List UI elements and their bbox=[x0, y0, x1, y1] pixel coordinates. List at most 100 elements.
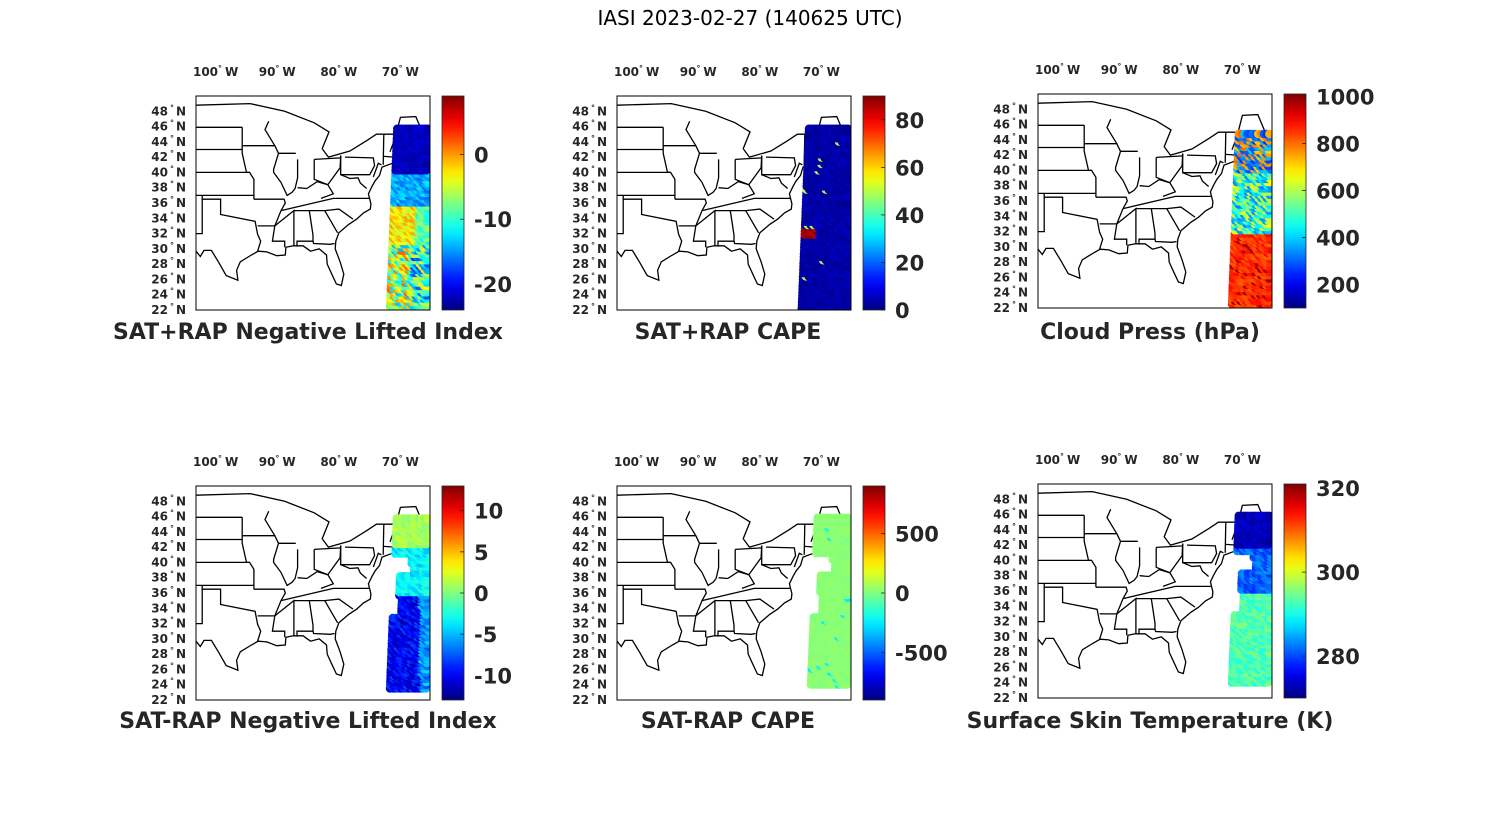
lat-tick-label: 34 ° N bbox=[572, 600, 607, 615]
state-border bbox=[297, 180, 335, 200]
lat-tick-label: 38 ° N bbox=[572, 570, 607, 585]
state-border bbox=[1224, 132, 1227, 163]
state-border bbox=[372, 162, 382, 178]
lat-tick-label: 44 ° N bbox=[993, 522, 1028, 537]
state-border bbox=[1043, 583, 1104, 640]
state-border bbox=[324, 210, 339, 234]
colorbar-tick-label: -5 bbox=[474, 623, 497, 647]
state-border bbox=[314, 547, 341, 551]
state-border bbox=[1138, 208, 1156, 245]
state-border bbox=[803, 524, 806, 555]
lat-tick-label: 24 ° N bbox=[572, 677, 607, 692]
swath-points bbox=[797, 124, 851, 310]
figure-title: IASI 2023-02-27 (140625 UTC) bbox=[597, 6, 903, 30]
state-border bbox=[372, 552, 382, 568]
swath-points bbox=[806, 513, 851, 689]
swath-points bbox=[1227, 129, 1272, 308]
lat-tick-label: 24 ° N bbox=[993, 675, 1028, 690]
state-border bbox=[793, 552, 803, 568]
state-border bbox=[733, 631, 756, 635]
map-content bbox=[617, 102, 851, 310]
lon-tick-label: 100° W bbox=[193, 64, 238, 79]
state-border bbox=[663, 145, 720, 197]
state-border bbox=[701, 197, 791, 212]
map-plot: 100° W 90° W 80° W 70° W48 ° N46 ° N44 ° N42 ° N40 ° N38 °… bbox=[151, 64, 512, 317]
lat-tick-label: 26 ° N bbox=[151, 271, 186, 286]
state-border bbox=[1138, 598, 1156, 635]
map-frame bbox=[616, 485, 852, 701]
lon-tick-label: 100° W bbox=[614, 64, 659, 79]
state-border bbox=[1182, 153, 1218, 174]
lon-tick-label: 70° W bbox=[803, 64, 840, 79]
state-border bbox=[241, 127, 250, 174]
colorbar-tick-label: -20 bbox=[474, 273, 512, 297]
panel-title: SAT+RAP Negative Lifted Index bbox=[113, 320, 503, 345]
state-border bbox=[313, 545, 342, 576]
lat-tick-label: 38 ° N bbox=[151, 180, 186, 195]
lat-tick-label: 46 ° N bbox=[993, 117, 1028, 132]
state-border bbox=[1122, 585, 1212, 600]
state-border bbox=[340, 545, 376, 566]
colorbar-tick-label: 0 bbox=[895, 582, 910, 606]
lat-tick-label: 48 ° N bbox=[993, 101, 1028, 116]
state-border bbox=[242, 145, 299, 197]
state-border bbox=[1043, 193, 1104, 250]
coastline bbox=[196, 102, 424, 287]
state-border bbox=[1084, 143, 1141, 195]
state-border bbox=[313, 155, 342, 186]
state-border bbox=[745, 210, 760, 234]
lat-tick-label: 30 ° N bbox=[572, 241, 607, 256]
colorbar bbox=[1283, 483, 1307, 699]
lat-tick-label: 46 ° N bbox=[151, 119, 186, 134]
lat-tick-label: 44 ° N bbox=[993, 132, 1028, 147]
state-border bbox=[196, 171, 255, 200]
colorbar-tick-label: 40 bbox=[895, 204, 924, 228]
state-border bbox=[1116, 597, 1137, 634]
lat-tick-label: 22 ° N bbox=[993, 300, 1028, 315]
state-border bbox=[280, 587, 370, 602]
lat-tick-label: 48 ° N bbox=[993, 491, 1028, 506]
lon-tick-label: 80° W bbox=[741, 454, 778, 469]
state-border bbox=[201, 195, 262, 252]
map-content bbox=[196, 102, 430, 310]
state-border bbox=[761, 564, 789, 579]
lat-tick-label: 28 ° N bbox=[993, 254, 1028, 269]
data-point bbox=[423, 124, 430, 133]
lat-tick-label: 48 ° N bbox=[572, 493, 607, 508]
colorbar-tick-label: 280 bbox=[1316, 645, 1360, 669]
lat-tick-label: 30 ° N bbox=[151, 241, 186, 256]
lat-tick-label: 24 ° N bbox=[151, 287, 186, 302]
colorbar-tick-label: 800 bbox=[1316, 132, 1360, 156]
lat-tick-label: 40 ° N bbox=[151, 164, 186, 179]
state-border bbox=[701, 587, 791, 602]
state-border bbox=[1156, 155, 1183, 159]
lon-tick-label: 70° W bbox=[382, 64, 419, 79]
lat-tick-label: 26 ° N bbox=[572, 661, 607, 676]
state-border bbox=[734, 155, 763, 186]
state-border bbox=[280, 197, 370, 212]
lat-tick-label: 42 ° N bbox=[572, 539, 607, 554]
lat-tick-label: 22 ° N bbox=[572, 692, 607, 707]
state-border bbox=[382, 134, 385, 165]
state-border bbox=[1139, 568, 1177, 588]
lat-tick-label: 34 ° N bbox=[151, 600, 186, 615]
map-content bbox=[1038, 100, 1272, 308]
state-border bbox=[253, 198, 287, 248]
lat-tick-label: 32 ° N bbox=[151, 616, 186, 631]
state-border bbox=[617, 589, 624, 625]
state-border bbox=[293, 208, 354, 220]
lat-tick-label: 46 ° N bbox=[993, 507, 1028, 522]
lat-tick-label: 28 ° N bbox=[572, 646, 607, 661]
panel-surface-skin-temp: 100° W 90° W 80° W 70° W 48 ° N 46 ° N 44 ° N 42 ° N 40 ° N 38 °… bbox=[842, 428, 1360, 828]
lat-tick-label: 34 ° N bbox=[993, 598, 1028, 613]
state-border bbox=[714, 598, 775, 610]
coastline bbox=[617, 492, 845, 677]
colorbar-tick-label: 0 bbox=[895, 299, 910, 323]
map-plot: 100° W 90° W 80° W 70° W48 ° N46 ° N44 ° N42 ° N40 ° N38 °… bbox=[572, 454, 947, 707]
map-frame bbox=[616, 95, 852, 311]
lat-tick-label: 36 ° N bbox=[993, 583, 1028, 598]
state-border bbox=[761, 174, 789, 189]
colorbar-tick-label: 200 bbox=[1316, 273, 1360, 297]
map-content bbox=[1038, 490, 1272, 687]
state-border bbox=[1083, 125, 1092, 172]
